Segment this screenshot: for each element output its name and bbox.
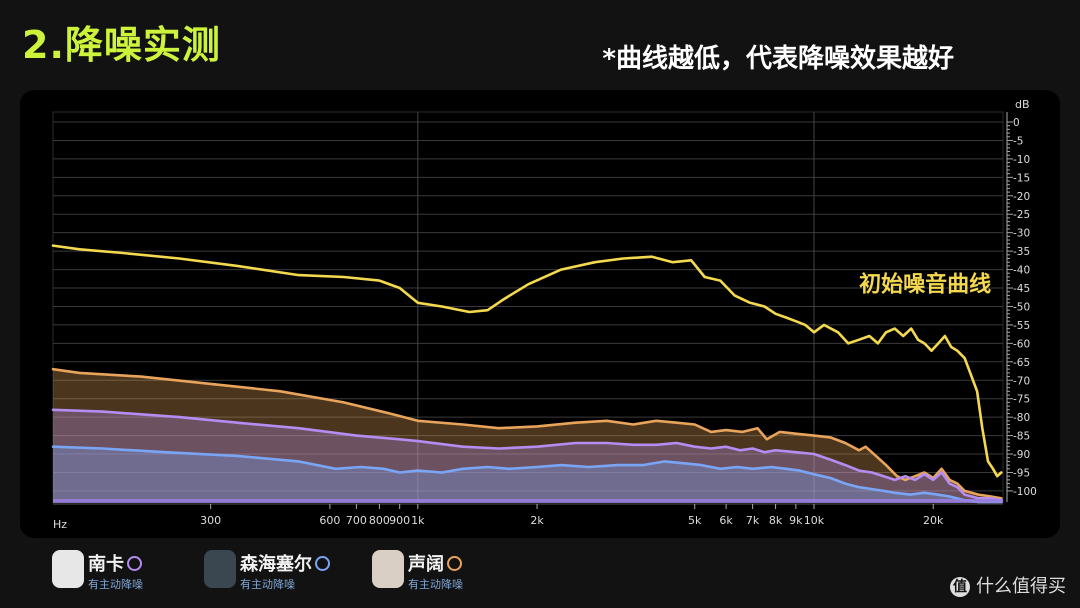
series-line-7aa5f5 bbox=[51, 445, 1003, 504]
x-axis-label: Hz bbox=[53, 518, 67, 531]
series-line-e8a45a bbox=[51, 367, 1003, 500]
x-tick-label: 9k bbox=[789, 514, 803, 527]
watermark-text: 什么值得买 bbox=[976, 576, 1066, 597]
y-tick-label: 0 bbox=[1013, 117, 1020, 129]
x-tick-label: 2k bbox=[530, 514, 544, 527]
x-tick-label: 7k bbox=[746, 514, 760, 527]
y-tick-label: -25 bbox=[1013, 209, 1030, 221]
x-tick-label: 800 bbox=[369, 514, 390, 527]
x-tick-label: 300 bbox=[200, 514, 221, 527]
page-subtitle: *曲线越低，代表降噪效果越好 bbox=[602, 44, 954, 74]
y-tick-label: -45 bbox=[1013, 283, 1030, 295]
chart-floor-band bbox=[53, 499, 1003, 503]
series-area-b48cf2 bbox=[53, 409, 1002, 502]
initial-noise-curve-label: 初始噪音曲线 bbox=[859, 272, 991, 298]
earbud-product-thumbnail bbox=[52, 550, 84, 588]
x-tick-label: 1k bbox=[411, 514, 425, 527]
watermark-logo-icon: 值 bbox=[950, 577, 970, 597]
series-line-b48cf2 bbox=[51, 408, 1003, 502]
y-axis-label: dB bbox=[1015, 98, 1030, 111]
y-tick-label: -65 bbox=[1013, 357, 1030, 369]
x-tick-label: 5k bbox=[688, 514, 702, 527]
legend-color-ring-icon bbox=[315, 556, 330, 571]
y-tick-label: -10 bbox=[1013, 154, 1030, 166]
x-tick-label: 8k bbox=[769, 514, 783, 527]
y-tick-label: -85 bbox=[1013, 431, 1030, 443]
y-tick-label: -95 bbox=[1013, 467, 1030, 479]
x-tick-label: 700 bbox=[346, 514, 367, 527]
y-tick-label: -40 bbox=[1013, 265, 1030, 277]
x-tick-label: 600 bbox=[319, 514, 340, 527]
watermark: 值什么值得买 bbox=[950, 572, 1066, 598]
y-tick-label: -50 bbox=[1013, 301, 1030, 313]
chart-panel: 0 -5 -10 -15 -20 -25 -30 -35 -40 -45 -50 -55 -60 -65 -… bbox=[20, 90, 1060, 538]
y-tick-label: -20 bbox=[1013, 191, 1030, 203]
legend-tag: 有主动降噪 bbox=[408, 578, 463, 591]
x-tick-label: 6k bbox=[719, 514, 733, 527]
y-tick-label: -80 bbox=[1013, 412, 1030, 424]
legend-color-ring-icon bbox=[127, 556, 142, 571]
noise-reduction-chart: 0 -5 -10 -15 -20 -25 -30 -35 -40 -45 -50 -55 -60 -65 -… bbox=[51, 98, 1037, 531]
legend-name: 南卡 bbox=[88, 554, 124, 575]
y-tick-label: -100 bbox=[1013, 486, 1037, 498]
y-tick-label: -5 bbox=[1013, 135, 1023, 147]
y-tick-label: -90 bbox=[1013, 449, 1030, 461]
series-area-7aa5f5 bbox=[53, 446, 1002, 502]
earbud-product-thumbnail bbox=[204, 550, 236, 588]
earbud-product-thumbnail bbox=[372, 550, 404, 588]
legend-name: 森海塞尔 bbox=[240, 554, 312, 575]
y-tick-label: -15 bbox=[1013, 172, 1030, 184]
page-title: 2.降噪实测 bbox=[22, 23, 221, 67]
legend-tag: 有主动降噪 bbox=[240, 578, 295, 591]
y-tick-label: -60 bbox=[1013, 338, 1030, 350]
y-tick-label: -35 bbox=[1013, 246, 1030, 258]
y-tick-label: -70 bbox=[1013, 375, 1030, 387]
legend-name: 声阔 bbox=[408, 554, 444, 575]
x-tick-label: 10k bbox=[804, 514, 825, 527]
legend-tag: 有主动降噪 bbox=[88, 578, 143, 591]
legend-color-ring-icon bbox=[447, 556, 462, 571]
series-line-f4d94f bbox=[51, 244, 1003, 478]
y-tick-label: -55 bbox=[1013, 320, 1030, 332]
y-tick-label: -30 bbox=[1013, 228, 1030, 240]
x-tick-label: 20k bbox=[923, 514, 944, 527]
y-tick-label: -75 bbox=[1013, 394, 1030, 406]
x-tick-label: 900 bbox=[389, 514, 410, 527]
